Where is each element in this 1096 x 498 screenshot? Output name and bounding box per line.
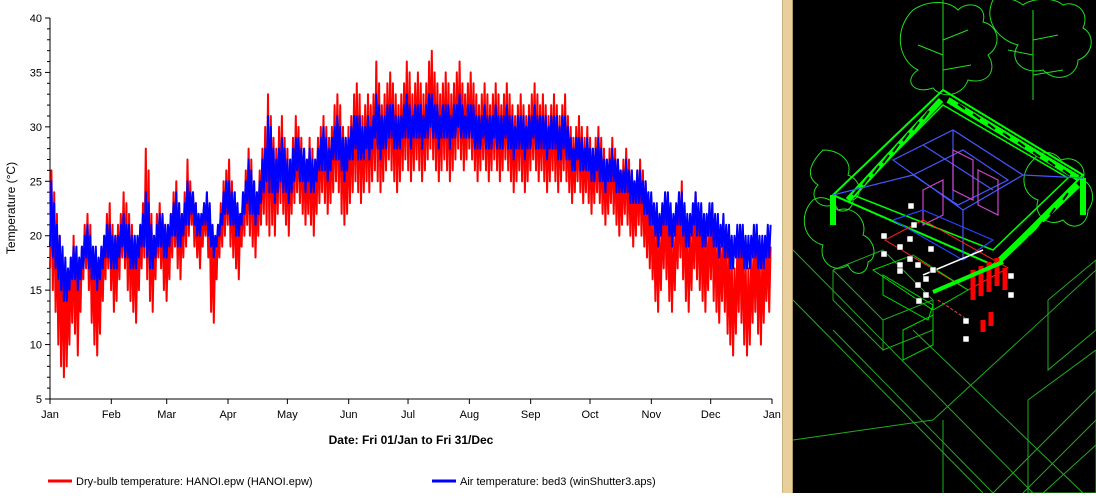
- legend-item-airtemp: Air temperature: bed3 (winShutter3.aps): [432, 476, 656, 488]
- chart-panel: 5 10 15 20 25 30 35 40 Jan Feb Mar Apr May Jun Jul Aug…: [4, 13, 781, 488]
- x-tick-label: Aug: [460, 409, 480, 421]
- legend-label-airtemp: Air temperature: bed3 (winShutter3.aps): [460, 476, 656, 488]
- x-tick-label: Jun: [340, 409, 358, 421]
- selected-zone: [871, 219, 1010, 361]
- y-tick-label: 35: [30, 67, 42, 79]
- y-tick-label: 15: [30, 285, 42, 297]
- y-tick-label: 25: [30, 176, 42, 188]
- legend-item-drybulb: Dry-bulb temperature: HANOI.epw (HANOI.e…: [48, 476, 313, 488]
- x-tick-label: Apr: [219, 409, 236, 421]
- x-tick-label: Dec: [701, 409, 721, 421]
- legend-label-drybulb: Dry-bulb temperature: HANOI.epw (HANOI.e…: [76, 476, 313, 488]
- x-tick-label: Nov: [642, 409, 662, 421]
- y-tick-label: 10: [30, 340, 42, 352]
- temperature-chart: 5 10 15 20 25 30 35 40 Jan Feb Mar Apr May Jun Jul Aug…: [4, 13, 781, 488]
- x-tick-label: Jan: [41, 409, 59, 421]
- y-tick-label: 30: [30, 122, 42, 134]
- x-tick-label: Mar: [157, 409, 176, 421]
- legend: Dry-bulb temperature: HANOI.epw (HANOI.e…: [48, 476, 656, 488]
- panel-splitter[interactable]: [782, 0, 793, 493]
- 3d-model-viewport[interactable]: [793, 0, 1096, 493]
- building-interior: [832, 129, 1084, 261]
- x-tick-label: Jul: [401, 409, 415, 421]
- x-axis-label: Date: Fri 01/Jan to Fri 31/Dec: [329, 433, 494, 447]
- x-tick-label: Jan: [763, 409, 781, 421]
- y-tick-label: 40: [30, 13, 42, 25]
- x-tick-label: Feb: [102, 409, 121, 421]
- tree-outline: [803, 0, 1094, 274]
- x-tick-label: Sep: [521, 409, 541, 421]
- series-line-airtemp: [49, 93, 772, 302]
- x-tick-label: May: [277, 409, 298, 421]
- y-axis-label: Temperature (°C): [4, 162, 18, 254]
- wireframe-model: [793, 0, 1096, 493]
- y-tick-label: 20: [30, 231, 42, 243]
- x-tick-label: Oct: [581, 409, 598, 421]
- selection-handles[interactable]: [880, 202, 1015, 343]
- building-roof: [830, 88, 1086, 267]
- y-tick-label: 5: [36, 394, 42, 406]
